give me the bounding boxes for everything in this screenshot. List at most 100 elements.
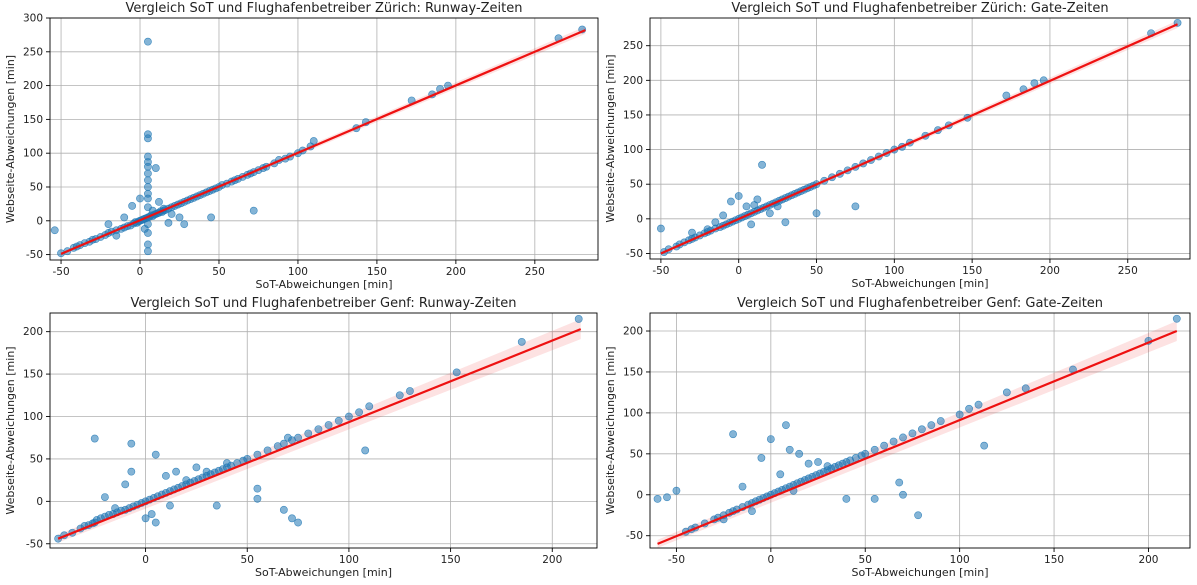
y-tick-label: -50 xyxy=(26,249,43,261)
y-tick-label: 200 xyxy=(23,326,43,338)
data-point xyxy=(748,507,756,516)
data-point xyxy=(727,197,735,206)
data-point xyxy=(279,505,288,514)
x-tick-label: 250 xyxy=(525,266,545,278)
x-axis-label: SoT-Abweichungen [min] xyxy=(852,566,989,579)
x-tick-label: 50 xyxy=(859,554,872,566)
data-point xyxy=(294,433,302,442)
y-tick-label: 100 xyxy=(623,407,643,419)
data-point xyxy=(842,494,851,503)
data-point xyxy=(128,202,137,210)
data-point xyxy=(742,202,751,211)
data-point xyxy=(50,226,59,235)
data-point xyxy=(812,209,821,218)
data-point xyxy=(663,493,671,502)
y-axis-label: Webseite-Abweichungen [min] xyxy=(604,54,617,222)
data-point xyxy=(936,417,945,425)
y-tick-label: 150 xyxy=(623,109,643,121)
data-point xyxy=(880,441,889,450)
data-point xyxy=(719,211,728,220)
data-point xyxy=(127,439,136,448)
data-point xyxy=(144,176,152,185)
chart-panel-4: -50 0 50 100 150 200 -50 0 50 100 150 200 Vergleich … xyxy=(604,296,1191,579)
data-point xyxy=(309,137,318,145)
chart-title: Vergleich SoT und Flughafenbetreiber Gen… xyxy=(737,296,1103,311)
x-tick-label: 0 xyxy=(142,554,149,566)
x-tick-label: 100 xyxy=(950,554,970,566)
y-tick-label: 50 xyxy=(630,179,643,191)
y-tick-label: 100 xyxy=(623,144,643,156)
regression-line xyxy=(57,328,582,540)
x-tick-label: 150 xyxy=(1044,554,1064,566)
data-point xyxy=(202,467,211,476)
data-point xyxy=(144,134,152,143)
y-tick-label: 250 xyxy=(623,40,643,52)
regression-line xyxy=(660,23,1178,255)
x-tick-label: 200 xyxy=(1138,554,1158,566)
data-point xyxy=(90,434,99,443)
data-point xyxy=(104,220,113,229)
x-tick-label: -50 xyxy=(52,266,69,278)
data-point xyxy=(688,228,696,237)
data-point xyxy=(955,410,964,419)
x-tick-label: 50 xyxy=(241,554,254,566)
data-point xyxy=(574,315,583,323)
data-point xyxy=(361,446,370,455)
x-axis-label: SoT-Abweichungen [min] xyxy=(256,278,393,291)
y-tick-label: 200 xyxy=(23,80,43,92)
data-point xyxy=(127,467,136,476)
x-tick-label: 150 xyxy=(367,266,387,278)
chart-title: Vergleich SoT und Flughafenbetreiber Zür… xyxy=(731,1,1108,16)
data-point xyxy=(151,450,160,459)
data-point xyxy=(782,421,790,430)
data-point xyxy=(517,337,526,346)
y-axis-label: Webseite-Abweichungen [min] xyxy=(604,346,617,514)
data-point xyxy=(965,404,973,413)
data-point xyxy=(172,467,180,476)
data-point xyxy=(141,514,150,523)
data-point xyxy=(304,429,313,438)
y-tick-label: -50 xyxy=(626,530,643,542)
data-point xyxy=(151,164,160,172)
data-point xyxy=(795,449,804,458)
data-point xyxy=(144,183,152,191)
data-point xyxy=(974,400,983,409)
data-point xyxy=(757,454,766,462)
x-tick-label: -50 xyxy=(668,554,685,566)
x-tick-label: 0 xyxy=(767,554,774,566)
chart-panel-2: -50 0 50 100 150 200 250 -50 0 50 100 150 200 250 Verg… xyxy=(604,1,1191,290)
data-point xyxy=(175,213,184,222)
data-point xyxy=(781,218,790,227)
y-tick-label: 250 xyxy=(23,46,43,58)
data-point xyxy=(889,437,898,446)
data-point xyxy=(167,210,176,218)
data-point xyxy=(355,408,363,417)
x-tick-label: 150 xyxy=(441,554,461,566)
data-point xyxy=(144,240,152,249)
data-point xyxy=(182,476,191,485)
x-axis-label: SoT-Abweichungen [min] xyxy=(852,277,989,290)
data-point xyxy=(980,441,989,450)
data-point xyxy=(734,192,743,200)
data-point xyxy=(144,247,152,256)
data-point xyxy=(861,449,870,458)
x-tick-label: 100 xyxy=(288,266,308,278)
data-point xyxy=(324,421,333,429)
plot-frame xyxy=(49,312,598,549)
data-point xyxy=(870,445,879,454)
data-point xyxy=(747,220,756,229)
x-tick-label: 100 xyxy=(884,265,904,277)
y-tick-label: 150 xyxy=(23,369,43,381)
regression-line xyxy=(657,329,1178,545)
data-point xyxy=(120,213,129,222)
data-point xyxy=(766,435,775,443)
data-point xyxy=(765,209,774,218)
data-point xyxy=(101,493,109,501)
x-tick-label: 250 xyxy=(1118,265,1138,277)
data-point xyxy=(927,421,936,430)
chart-panel-1: -50 0 50 100 150 200 250 -50 0 50 100 150 200 250 300 V… xyxy=(4,1,599,291)
data-point xyxy=(672,486,681,495)
data-point xyxy=(758,160,766,169)
y-axis-label: Webseite-Abweichungen [min] xyxy=(4,55,17,223)
